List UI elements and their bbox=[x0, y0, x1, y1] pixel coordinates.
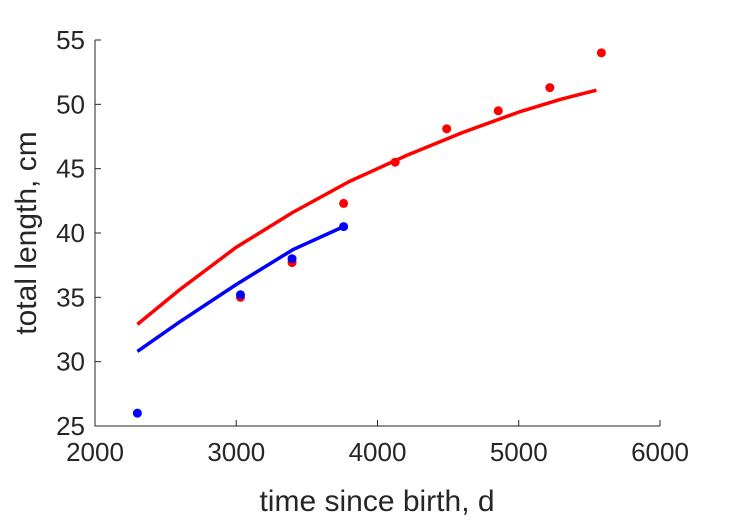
y-tick-label: 55 bbox=[56, 25, 85, 55]
plot-area bbox=[132, 48, 606, 418]
fit-curve-2 bbox=[136, 225, 345, 353]
x-axis: 2000 3000 4000 5000 6000 bbox=[66, 420, 689, 467]
data-point-series-2 bbox=[339, 222, 349, 232]
data-point-series-2 bbox=[132, 408, 142, 418]
x-tick-label: 2000 bbox=[66, 437, 124, 467]
y-axis: 25 30 35 40 45 50 55 bbox=[56, 25, 101, 441]
data-point-series-1 bbox=[339, 198, 349, 208]
fit-curve-1 bbox=[136, 88, 597, 326]
data-point-series-1 bbox=[596, 48, 606, 58]
axis-lines bbox=[94, 40, 660, 427]
y-tick-label: 30 bbox=[56, 347, 85, 377]
x-axis-label: time since birth, d bbox=[259, 485, 494, 518]
x-tick-label: 3000 bbox=[207, 437, 265, 467]
x-tick-label: 5000 bbox=[490, 437, 548, 467]
x-tick-label: 6000 bbox=[631, 437, 689, 467]
data-point-series-2 bbox=[235, 290, 245, 300]
y-tick-label: 45 bbox=[56, 154, 85, 184]
y-axis-label: total length, cm bbox=[10, 131, 43, 334]
data-point-series-1 bbox=[493, 106, 503, 116]
y-tick-label: 50 bbox=[56, 89, 85, 119]
x-tick-label: 4000 bbox=[349, 437, 407, 467]
y-tick-label: 35 bbox=[56, 282, 85, 312]
y-tick-label: 25 bbox=[56, 411, 85, 441]
data-point-series-1 bbox=[442, 124, 452, 134]
y-tick-label: 40 bbox=[56, 218, 85, 248]
data-point-series-1 bbox=[390, 157, 400, 167]
data-point-series-2 bbox=[287, 254, 297, 264]
data-point-series-1 bbox=[545, 83, 555, 93]
